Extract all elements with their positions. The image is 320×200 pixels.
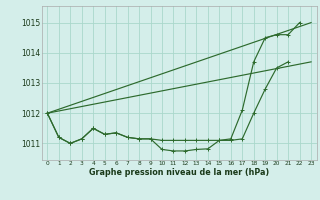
X-axis label: Graphe pression niveau de la mer (hPa): Graphe pression niveau de la mer (hPa) (89, 168, 269, 177)
